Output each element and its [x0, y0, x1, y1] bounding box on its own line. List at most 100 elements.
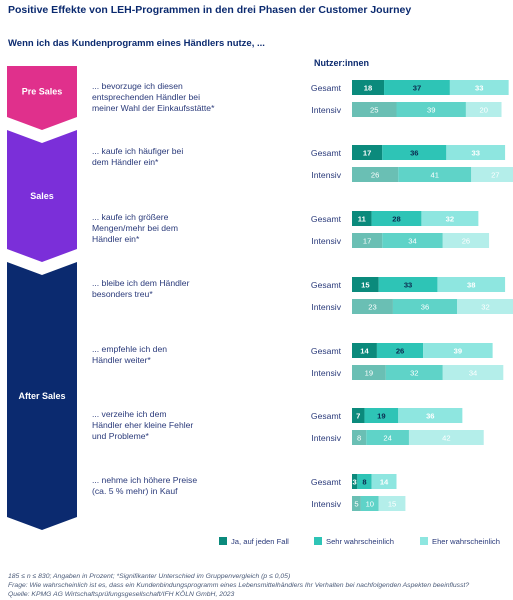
- bar-segment-gesamt: [378, 277, 438, 292]
- data-label: 33: [404, 281, 412, 290]
- legend-label: Ja, auf jeden Fall: [231, 537, 289, 546]
- chart-title: Positive Effekte von LEH-Programmen in d…: [8, 4, 412, 16]
- phase-label: After Sales: [18, 391, 65, 401]
- bar-segment-gesamt: [371, 211, 422, 226]
- phase-chevron-after-sales: [7, 262, 77, 530]
- statement-text: ... verzeihe ich dem: [92, 409, 167, 419]
- bar-segment-intensiv: [352, 167, 399, 182]
- bar-segment-intensiv: [360, 496, 379, 511]
- legend-swatch: [219, 537, 227, 545]
- bar-segment-intensiv: [392, 299, 458, 314]
- statement-text: ... kaufe ich häufiger bei: [92, 146, 183, 156]
- statement-text: ... bevorzuge ich diesen: [92, 81, 183, 91]
- data-label: 3: [353, 478, 357, 487]
- data-label: 39: [427, 106, 435, 115]
- row-label-intensiv: Intensiv: [311, 499, 341, 509]
- data-label: 27: [491, 171, 499, 180]
- statement-text: Händler eher kleine Fehler: [92, 420, 193, 430]
- bar-segment-intensiv: [442, 365, 504, 380]
- bar-segment-intensiv: [471, 167, 513, 182]
- bar-segment-gesamt: [371, 474, 397, 489]
- data-label: 33: [471, 149, 479, 158]
- data-label: 10: [366, 500, 374, 509]
- footer-source: Quelle: KPMG AG Wirtschaftsprüfungsgesel…: [8, 591, 235, 598]
- data-label: 32: [446, 215, 454, 224]
- statement-text: (ca. 5 % mehr) in Kauf: [92, 486, 178, 496]
- statement-text: entsprechenden Händler bei: [92, 92, 200, 102]
- bar-segment-intensiv: [408, 430, 484, 445]
- data-label: 38: [467, 281, 475, 290]
- data-label: 41: [431, 171, 439, 180]
- phase-chevron-sales: [7, 130, 77, 262]
- bar-segment-intensiv: [352, 102, 397, 117]
- data-label: 15: [361, 281, 370, 290]
- data-label: 11: [358, 215, 367, 224]
- data-label: 26: [396, 347, 404, 356]
- bar-segment-gesamt: [423, 343, 493, 358]
- row-label-intensiv: Intensiv: [311, 105, 341, 115]
- data-label: 25: [370, 106, 378, 115]
- bar-segment-intensiv: [457, 299, 513, 314]
- data-label: 28: [392, 215, 400, 224]
- data-label: 36: [426, 412, 434, 421]
- legend-label: Sehr wahrscheinlich: [326, 537, 394, 546]
- data-label: 26: [462, 237, 470, 246]
- bar-segment-gesamt: [446, 145, 506, 160]
- bar-segment-intensiv: [465, 102, 502, 117]
- data-label: 15: [388, 500, 396, 509]
- statement-text: Mengen/mehr bei dem: [92, 223, 178, 233]
- bar-segment-gesamt: [364, 408, 399, 423]
- bar-segment-gesamt: [449, 80, 509, 95]
- bar-segment-gesamt: [352, 474, 358, 489]
- bar-segment-gesamt: [398, 408, 463, 423]
- data-label: 26: [371, 171, 379, 180]
- data-label: 33: [475, 84, 483, 93]
- bar-segment-gesamt: [437, 277, 506, 292]
- footer-sample-note: 185 ≤ n ≤ 830; Angaben in Prozent; *Sign…: [8, 573, 291, 580]
- row-label-gesamt: Gesamt: [311, 280, 342, 290]
- data-label: 23: [368, 303, 376, 312]
- data-label: 19: [365, 369, 373, 378]
- phase-label: Sales: [30, 191, 54, 201]
- row-label-gesamt: Gesamt: [311, 83, 342, 93]
- bar-segment-gesamt: [357, 474, 372, 489]
- phase-chevron-pre-sales: [7, 66, 77, 130]
- row-label-gesamt: Gesamt: [311, 411, 342, 421]
- row-label-gesamt: Gesamt: [311, 148, 342, 158]
- data-label: 39: [454, 347, 462, 356]
- bar-segment-gesamt: [352, 277, 379, 292]
- legend-swatch: [420, 537, 428, 545]
- data-label: 32: [481, 303, 489, 312]
- statement-text: ... nehme ich höhere Preise: [92, 475, 197, 485]
- bar-segment-intensiv: [352, 299, 393, 314]
- data-label: 42: [442, 434, 450, 443]
- row-label-intensiv: Intensiv: [311, 433, 341, 443]
- statement-text: ... kaufe ich größere: [92, 212, 169, 222]
- legend-swatch: [314, 537, 322, 545]
- data-label: 14: [380, 478, 389, 487]
- row-label-intensiv: Intensiv: [311, 236, 341, 246]
- data-label: 37: [413, 84, 421, 93]
- bar-segment-intensiv: [396, 102, 466, 117]
- statement-text: ... empfehle ich den: [92, 344, 167, 354]
- row-label-intensiv: Intensiv: [311, 368, 341, 378]
- users-column-header: Nutzer:innen: [314, 58, 369, 68]
- data-label: 17: [363, 149, 371, 158]
- bar-segment-intensiv: [352, 496, 361, 511]
- statement-text: Händler ein*: [92, 234, 140, 244]
- bar-segment-gesamt: [382, 145, 447, 160]
- bar-segment-gesamt: [376, 343, 424, 358]
- data-label: 8: [357, 434, 361, 443]
- data-label: 36: [421, 303, 429, 312]
- bar-segment-intensiv: [442, 233, 490, 248]
- chart-subtitle: Wenn ich das Kundenprogramm eines Händle…: [8, 38, 265, 49]
- bar-segment-intensiv: [366, 430, 409, 445]
- bar-segment-gesamt: [352, 408, 365, 423]
- bar-segment-gesamt: [421, 211, 479, 226]
- row-label-gesamt: Gesamt: [311, 214, 342, 224]
- bar-segment-gesamt: [352, 145, 383, 160]
- bar-segment-intensiv: [385, 365, 443, 380]
- bar-segment-intensiv: [352, 233, 383, 248]
- bar-segment-intensiv: [352, 365, 386, 380]
